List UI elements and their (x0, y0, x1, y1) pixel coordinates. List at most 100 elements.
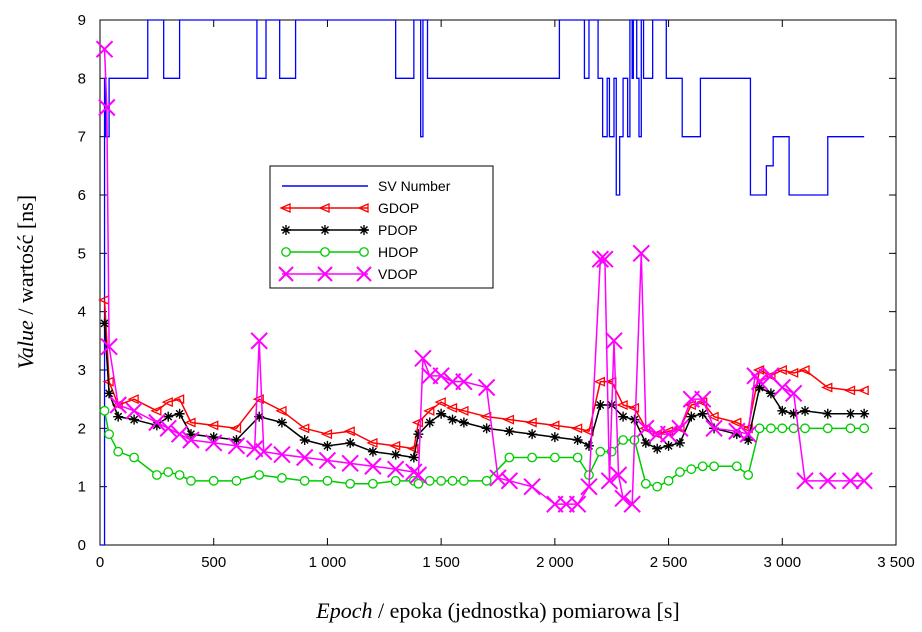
data-point (151, 420, 162, 431)
data-point (389, 440, 401, 451)
y-tick-label: 9 (78, 12, 86, 29)
y-axis-title-rest: / wartość [ns] (13, 195, 38, 320)
data-point (367, 446, 378, 457)
data-point (743, 470, 754, 480)
data-point (129, 414, 140, 425)
data-point (386, 460, 405, 478)
legend: SV Number GDOP PDOP HDOP VDOP (269, 165, 494, 289)
data-point (409, 466, 428, 484)
data-point (320, 429, 333, 440)
data-point (822, 408, 833, 419)
data-point (777, 423, 788, 434)
data-point (705, 419, 723, 438)
data-point (591, 250, 610, 268)
data-point (684, 399, 696, 411)
data-point (673, 423, 685, 434)
y-tick-label: 1 (78, 479, 86, 496)
y-tick-label: 6 (78, 187, 86, 204)
data-point (281, 247, 291, 257)
data-point (859, 408, 870, 419)
data-point (299, 435, 310, 445)
x-tick-label: 3 000 (764, 554, 802, 571)
data-point (743, 435, 754, 445)
data-point (413, 429, 424, 440)
data-point (659, 425, 678, 443)
data-point (163, 467, 174, 477)
data-point (231, 435, 242, 445)
data-point (652, 481, 663, 492)
y-axis-title-italic: Value (13, 320, 38, 369)
data-point (255, 442, 273, 461)
data-point (800, 423, 810, 434)
data-point (227, 437, 246, 455)
data-point (413, 478, 424, 489)
data-point (359, 247, 369, 257)
legend-item: PDOP (281, 222, 418, 238)
data-point (277, 473, 287, 483)
data-point (172, 394, 185, 405)
data-point (819, 472, 837, 490)
data-point (750, 372, 769, 391)
data-point (345, 437, 356, 448)
data-point (411, 417, 424, 428)
y-tick-label: 2 (78, 420, 86, 437)
data-point (163, 411, 174, 422)
data-point (254, 470, 265, 480)
data-point (764, 370, 776, 381)
data-point (104, 388, 115, 399)
data-point (629, 414, 640, 425)
y-axis-title: Value / wartość [ns] (13, 195, 38, 369)
y-tick-label: 7 (78, 129, 86, 146)
data-point (447, 475, 458, 486)
data-point (125, 402, 143, 420)
data-point (775, 364, 787, 376)
data-point (424, 417, 435, 428)
data-point (273, 445, 291, 464)
data-point (549, 452, 560, 463)
data-point (445, 402, 458, 413)
data-point (730, 417, 742, 428)
data-point (170, 425, 189, 443)
series-line (100, 19, 865, 546)
data-point (229, 423, 242, 434)
data-point (697, 408, 708, 419)
data-point (489, 469, 507, 487)
legend-label: GDOP (378, 200, 419, 216)
legend-label: SV Number (378, 178, 451, 194)
data-point (618, 435, 628, 445)
data-point (693, 390, 712, 408)
data-point (252, 394, 264, 405)
x-tick-label: 1 000 (309, 554, 347, 571)
data-point (278, 266, 294, 282)
data-point (788, 408, 799, 419)
data-point (104, 429, 114, 440)
data-point (754, 423, 765, 434)
data-point (686, 411, 697, 422)
x-axis: 0 500 1 000 1 500 2 000 2 500 3 000 3 500 (96, 20, 915, 571)
data-point (777, 405, 788, 416)
data-point (632, 244, 650, 263)
data-point (109, 396, 127, 414)
y-tick-label: 5 (78, 245, 86, 262)
data-point (390, 449, 401, 460)
data-point (182, 431, 200, 449)
data-point (527, 429, 538, 440)
data-point (368, 478, 378, 489)
data-point (754, 382, 765, 393)
data-point (674, 437, 685, 448)
data-point (205, 434, 223, 452)
data-point (208, 432, 219, 443)
data-point (568, 495, 587, 513)
data-point (595, 400, 606, 410)
data-point (298, 423, 310, 434)
data-point (600, 472, 619, 490)
data-point (185, 429, 196, 440)
data-point (731, 461, 742, 472)
data-point (322, 440, 333, 451)
data-point (796, 472, 814, 490)
data-point (500, 472, 519, 490)
y-tick-label: 4 (78, 304, 86, 321)
legend-item: VDOP (278, 266, 418, 282)
data-point (766, 423, 776, 434)
data-point (570, 423, 583, 434)
